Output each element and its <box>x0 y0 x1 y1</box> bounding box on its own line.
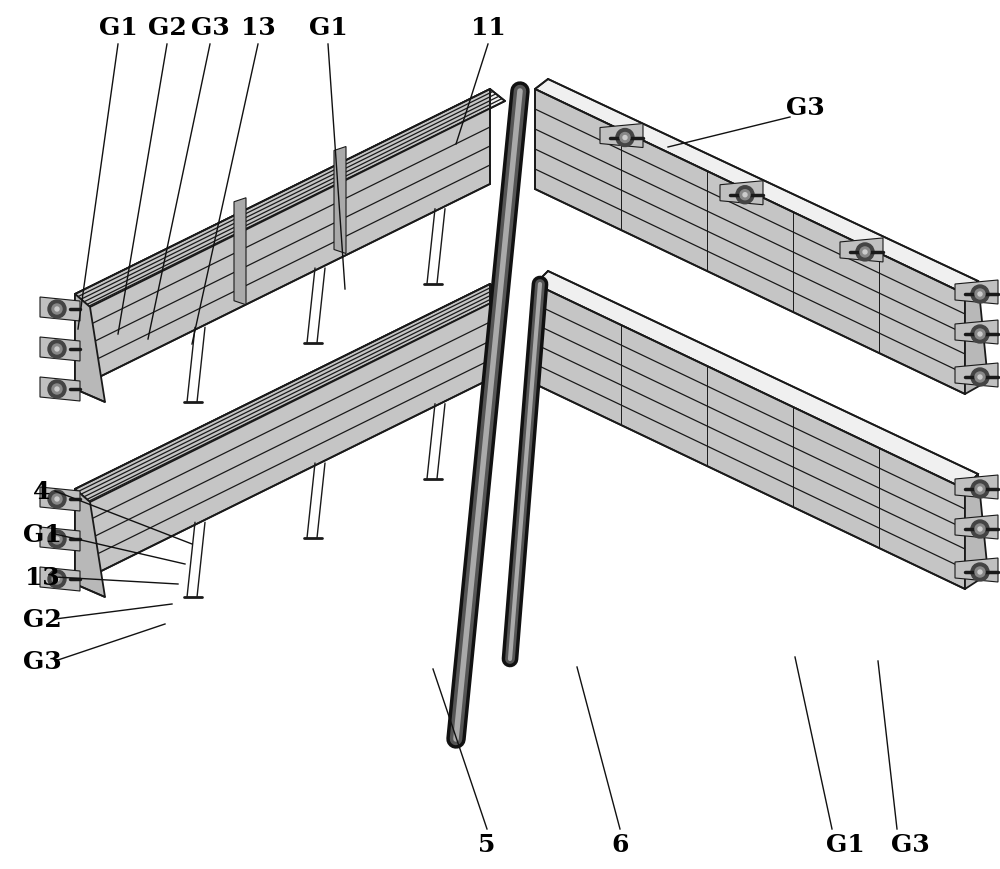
Circle shape <box>623 136 627 141</box>
Circle shape <box>48 341 66 359</box>
Circle shape <box>971 326 989 343</box>
Polygon shape <box>965 474 988 589</box>
Circle shape <box>978 488 982 492</box>
Polygon shape <box>40 567 80 591</box>
Polygon shape <box>75 285 490 584</box>
Text: 5: 5 <box>478 832 496 856</box>
Circle shape <box>55 577 59 581</box>
Polygon shape <box>535 285 965 589</box>
Polygon shape <box>75 295 105 402</box>
Circle shape <box>978 375 982 380</box>
Polygon shape <box>600 124 643 149</box>
Circle shape <box>740 190 750 201</box>
Circle shape <box>971 521 989 539</box>
Text: G2: G2 <box>23 607 61 631</box>
Polygon shape <box>40 488 80 512</box>
Circle shape <box>55 348 59 352</box>
Circle shape <box>55 308 59 312</box>
Text: G3: G3 <box>191 16 229 40</box>
Text: G3: G3 <box>23 649 61 673</box>
Circle shape <box>975 524 985 534</box>
Polygon shape <box>535 272 978 489</box>
Circle shape <box>48 381 66 399</box>
Circle shape <box>971 286 989 303</box>
Circle shape <box>52 345 62 355</box>
Polygon shape <box>720 182 763 205</box>
Polygon shape <box>40 338 80 362</box>
Polygon shape <box>75 90 490 389</box>
Text: 4: 4 <box>33 480 51 503</box>
Circle shape <box>971 481 989 499</box>
Circle shape <box>975 329 985 340</box>
Polygon shape <box>535 90 965 395</box>
Circle shape <box>975 373 985 382</box>
Circle shape <box>48 490 66 508</box>
Text: G3: G3 <box>891 832 929 856</box>
Text: G1: G1 <box>826 832 864 856</box>
Circle shape <box>48 530 66 548</box>
Circle shape <box>971 368 989 387</box>
Polygon shape <box>955 363 998 388</box>
Circle shape <box>975 484 985 494</box>
Circle shape <box>736 187 754 204</box>
Circle shape <box>52 574 62 584</box>
Polygon shape <box>955 281 998 305</box>
Polygon shape <box>75 489 105 597</box>
Polygon shape <box>955 475 998 500</box>
Text: G1: G1 <box>23 522 61 547</box>
Polygon shape <box>955 321 998 345</box>
Circle shape <box>52 385 62 395</box>
Circle shape <box>860 248 870 257</box>
Polygon shape <box>955 515 998 540</box>
Circle shape <box>975 567 985 577</box>
Circle shape <box>863 250 867 255</box>
Circle shape <box>52 534 62 544</box>
Circle shape <box>978 293 982 296</box>
Circle shape <box>55 388 59 392</box>
Circle shape <box>971 563 989 581</box>
Circle shape <box>616 129 634 148</box>
Circle shape <box>975 289 985 300</box>
Polygon shape <box>75 285 505 502</box>
Circle shape <box>620 133 630 143</box>
Circle shape <box>52 494 62 504</box>
Circle shape <box>978 527 982 531</box>
Circle shape <box>743 194 747 197</box>
Polygon shape <box>535 80 978 295</box>
Polygon shape <box>234 198 246 305</box>
Text: 11: 11 <box>471 16 505 40</box>
Circle shape <box>48 570 66 588</box>
Circle shape <box>55 497 59 501</box>
Polygon shape <box>40 377 80 401</box>
Circle shape <box>55 537 59 541</box>
Text: G2: G2 <box>148 16 186 40</box>
Polygon shape <box>955 559 998 582</box>
Circle shape <box>856 243 874 262</box>
Polygon shape <box>334 148 346 255</box>
Polygon shape <box>840 239 883 262</box>
Polygon shape <box>40 298 80 322</box>
Polygon shape <box>40 527 80 551</box>
Text: G1: G1 <box>99 16 137 40</box>
Circle shape <box>52 305 62 315</box>
Circle shape <box>978 570 982 574</box>
Polygon shape <box>75 90 505 308</box>
Text: G3: G3 <box>786 96 824 120</box>
Polygon shape <box>965 282 988 395</box>
Text: 13: 13 <box>241 16 275 40</box>
Text: 13: 13 <box>25 566 59 589</box>
Text: G1: G1 <box>309 16 347 40</box>
Text: 6: 6 <box>611 832 629 856</box>
Circle shape <box>978 333 982 336</box>
Circle shape <box>48 301 66 319</box>
